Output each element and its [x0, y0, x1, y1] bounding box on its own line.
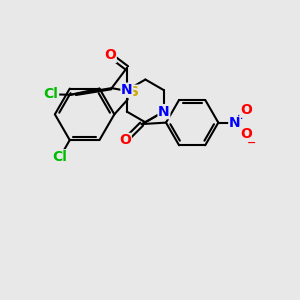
Text: N: N	[229, 116, 241, 130]
Text: O: O	[104, 48, 116, 62]
Text: O: O	[240, 127, 252, 141]
Text: O: O	[240, 103, 252, 117]
Text: Cl: Cl	[44, 87, 59, 101]
Text: −: −	[247, 137, 256, 148]
Text: S: S	[129, 85, 139, 99]
Text: O: O	[119, 134, 131, 147]
Text: +: +	[237, 111, 246, 121]
Text: N: N	[158, 105, 170, 118]
Text: Cl: Cl	[53, 150, 68, 164]
Text: N: N	[121, 83, 133, 97]
